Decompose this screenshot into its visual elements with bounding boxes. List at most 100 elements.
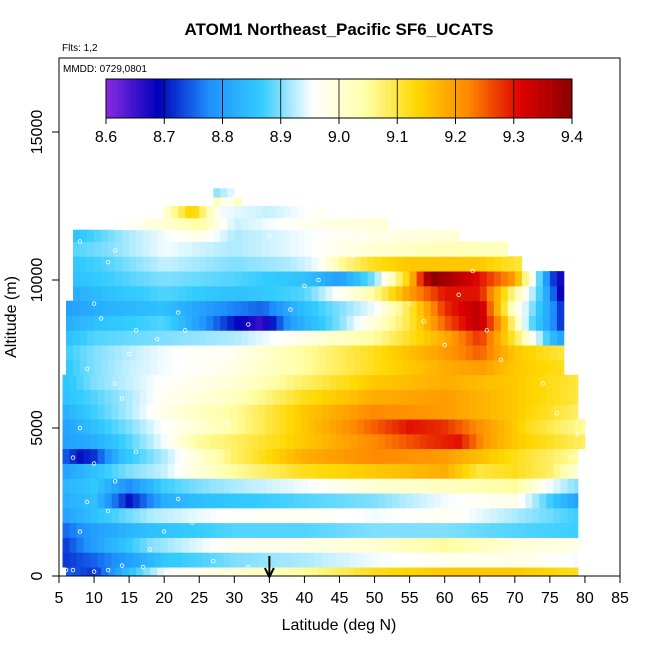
heatmap-cell xyxy=(364,507,372,524)
heatmap-cell xyxy=(357,389,365,405)
heatmap-cell xyxy=(416,345,425,361)
heatmap-cell xyxy=(206,285,214,302)
colorbar-segment xyxy=(210,79,215,118)
heatmap-cell xyxy=(486,567,495,576)
heatmap-cell xyxy=(188,507,197,524)
heatmap-cell xyxy=(448,374,456,390)
heatmap-cell xyxy=(427,433,435,450)
heatmap-cell xyxy=(451,345,460,361)
heatmap-cell xyxy=(325,285,333,302)
heatmap-cell xyxy=(357,478,365,494)
colorbar-segment xyxy=(222,79,226,118)
heatmap-cell xyxy=(115,567,123,576)
heatmap-cell xyxy=(125,433,134,450)
heatmap-cell xyxy=(206,206,214,219)
heatmap-cell xyxy=(353,567,361,576)
heatmap-cell xyxy=(174,433,183,450)
heatmap-cell xyxy=(483,389,491,405)
heatmap-cell xyxy=(244,374,253,390)
sample-point xyxy=(84,366,90,371)
heatmap-cell xyxy=(262,271,270,287)
sample-point xyxy=(119,396,125,401)
heatmap-cell xyxy=(234,241,242,257)
heatmap-cell xyxy=(371,419,379,435)
heatmap-cell xyxy=(504,463,512,479)
sample-point xyxy=(568,455,574,460)
heatmap-cell xyxy=(539,404,547,420)
heatmap-cell xyxy=(87,567,95,576)
heatmap-cell xyxy=(413,404,421,420)
heatmap-cell xyxy=(451,315,460,331)
heatmap-cell xyxy=(62,433,70,450)
heatmap-cell xyxy=(553,493,561,509)
heatmap-cell xyxy=(374,229,382,242)
heatmap-cell xyxy=(399,433,407,450)
heatmap-cell xyxy=(300,389,309,405)
heatmap-cell xyxy=(381,241,389,257)
heatmap-cell xyxy=(469,522,477,538)
heatmap-cell xyxy=(413,507,421,524)
heatmap-cell xyxy=(395,345,404,361)
heatmap-cell xyxy=(171,300,179,316)
heatmap-cell xyxy=(234,197,242,207)
heatmap-cell xyxy=(318,217,326,231)
colorbar-segment xyxy=(420,79,424,118)
heatmap-cell xyxy=(416,315,425,331)
heatmap-cell xyxy=(132,419,141,435)
colorbar-segment xyxy=(502,79,506,118)
heatmap-cell xyxy=(136,300,144,316)
heatmap-cell xyxy=(293,389,302,405)
colorbar-segment xyxy=(184,79,188,118)
heatmap-cell xyxy=(248,300,256,316)
heatmap-cell xyxy=(332,567,340,576)
heatmap-cell xyxy=(325,330,333,346)
sample-point xyxy=(70,567,76,573)
heatmap-cell xyxy=(101,241,109,257)
sample-point xyxy=(91,461,97,466)
heatmap-cell xyxy=(567,448,575,464)
colorbar-segment xyxy=(350,79,354,118)
heatmap-cell xyxy=(230,448,239,464)
heatmap-cell xyxy=(549,567,558,576)
heatmap-cell xyxy=(167,419,176,435)
sample-point xyxy=(126,351,132,357)
heatmap-cell xyxy=(73,271,81,287)
heatmap-cell xyxy=(500,567,509,576)
heatmap-cell xyxy=(185,206,193,219)
heatmap-cell xyxy=(472,567,481,576)
heatmap-cell xyxy=(108,300,116,316)
colorbar-segment xyxy=(231,79,235,118)
y-tick-label: 10000 xyxy=(29,258,46,303)
heatmap-cell xyxy=(490,433,498,450)
heatmap-cell xyxy=(493,567,502,576)
colorbar-segment xyxy=(446,79,450,118)
heatmap-cell xyxy=(364,448,372,464)
heatmap-cell xyxy=(213,256,221,272)
heatmap-cell xyxy=(241,206,249,219)
sample-point xyxy=(526,337,531,342)
heatmap-cell xyxy=(153,478,162,494)
heatmap-cell xyxy=(209,493,218,509)
heatmap-cell xyxy=(167,552,176,568)
heatmap-cell xyxy=(371,433,379,450)
heatmap-cell xyxy=(139,433,148,450)
heatmap-cell xyxy=(104,448,112,464)
heatmap-cell xyxy=(115,229,123,242)
heatmap-cell xyxy=(483,478,491,494)
heatmap-cell xyxy=(139,389,148,405)
heatmap-cell xyxy=(185,256,193,272)
heatmap-cell xyxy=(539,389,547,405)
heatmap-cell xyxy=(535,359,544,376)
heatmap-cell xyxy=(94,300,102,316)
heatmap-cell xyxy=(251,507,260,524)
heatmap-cell xyxy=(444,229,453,242)
heatmap-cell xyxy=(111,537,119,553)
heatmap-cell xyxy=(234,285,242,302)
heatmap-cell xyxy=(497,478,505,494)
heatmap-cell xyxy=(122,285,130,302)
heatmap-cell xyxy=(87,300,95,316)
heatmap-cell xyxy=(307,478,316,494)
heatmap-cell xyxy=(353,345,361,361)
colorbar-segment xyxy=(196,79,200,118)
heatmap-cell xyxy=(350,507,358,524)
